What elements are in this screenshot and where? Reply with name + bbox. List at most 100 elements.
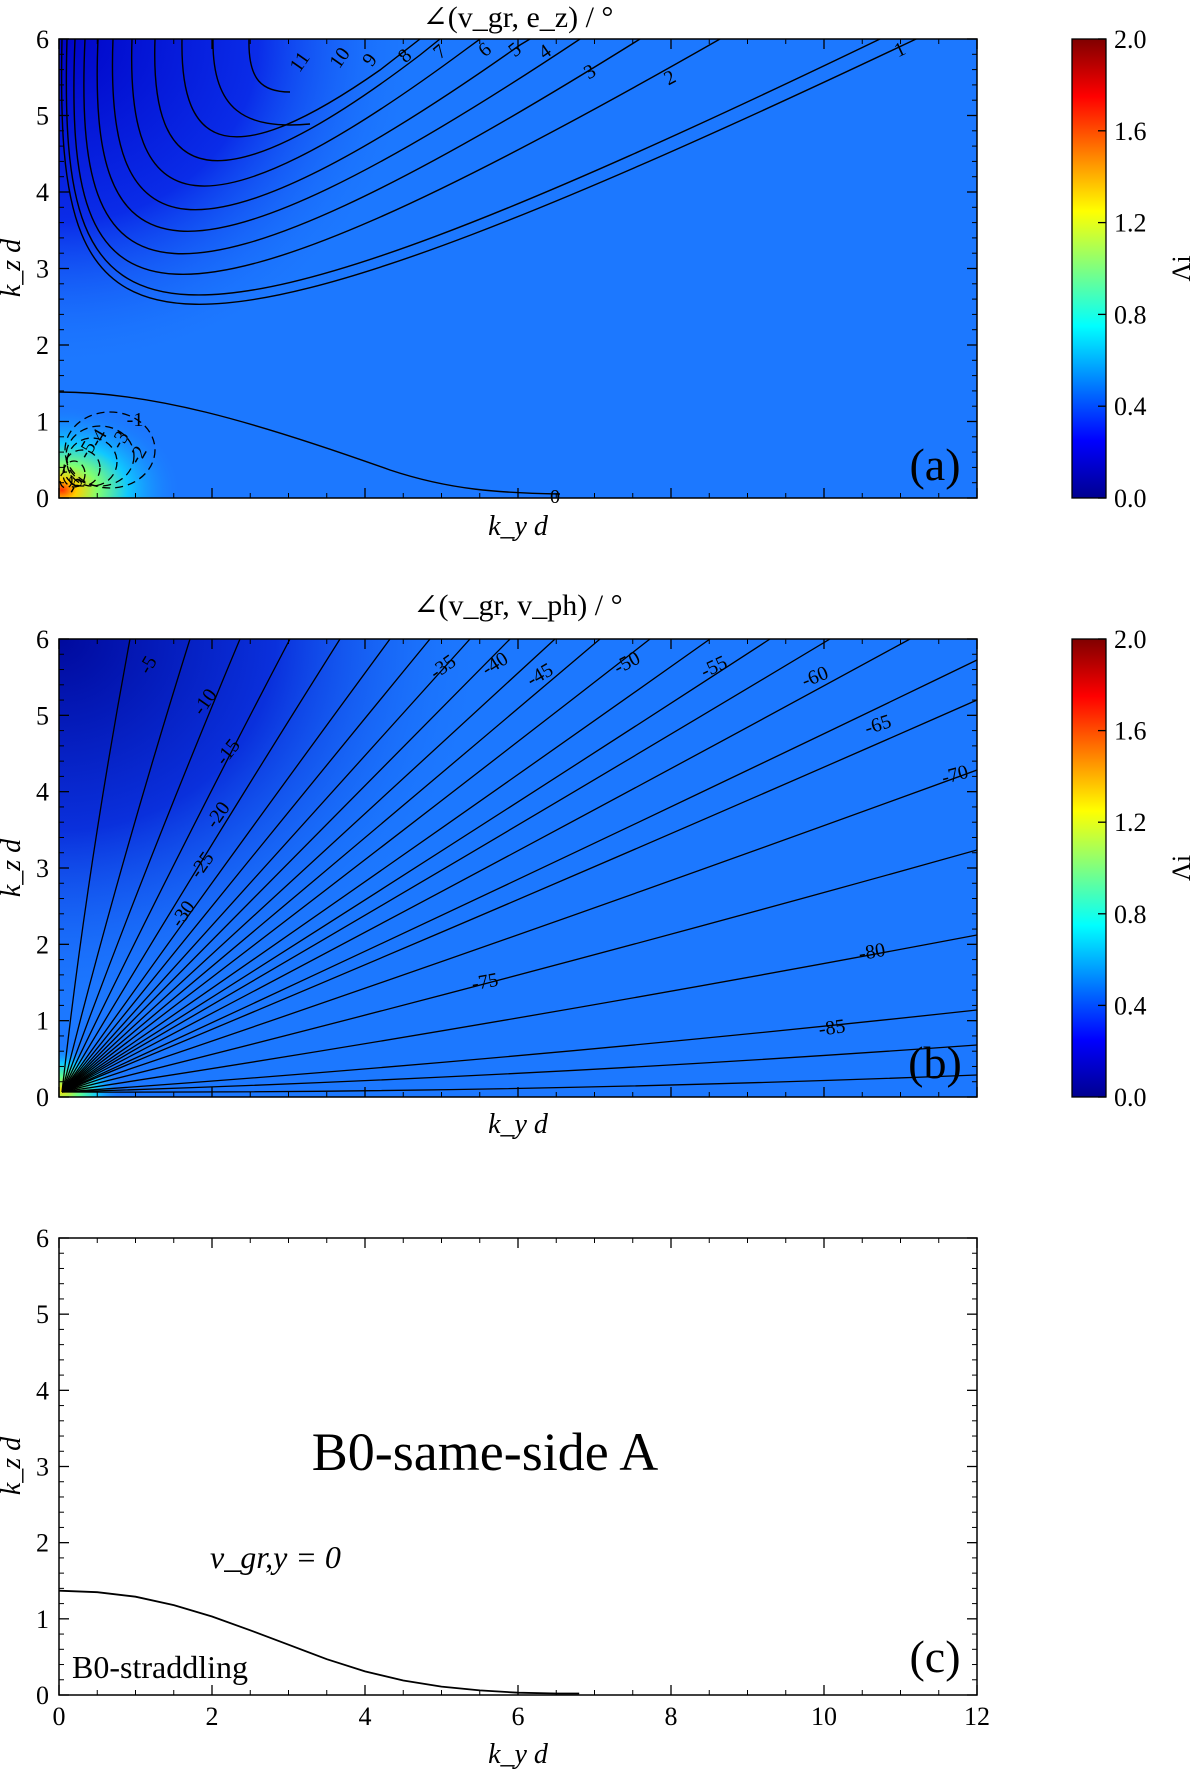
contour-neg-3: [66, 437, 118, 487]
contour-line: [61, 849, 977, 1093]
y-tick-label: 5: [36, 1300, 49, 1329]
colorbar-label: Λi: [1167, 255, 1196, 281]
y-tick-label: 1: [36, 408, 49, 437]
contour-line: [61, 1074, 977, 1093]
panel-c-series-line: [58, 1589, 580, 1695]
colorbar-tick-label: 0.8: [1114, 900, 1147, 929]
panel-c-frame: [58, 1237, 978, 1696]
y-tick-label: 2: [36, 1529, 49, 1558]
x-tick-label: 12: [964, 1702, 990, 1731]
contour-line: [61, 639, 391, 1093]
contour-line: [61, 639, 241, 1093]
panel-c-xlabel: k_y d: [488, 1739, 549, 1770]
panel-b-heatmap-hot-spot: [59, 639, 977, 1097]
colorbar-label: Λi: [1167, 855, 1196, 881]
y-tick-label: 6: [36, 1224, 49, 1253]
contour-line: [61, 639, 651, 1093]
contour-9: [181, 39, 421, 138]
y-tick-label: 4: [36, 778, 49, 807]
panel-b-contours: [61, 639, 977, 1093]
contour-7: [130, 39, 481, 187]
colorbar-tick-label: 1.6: [1114, 717, 1147, 746]
panel-a-axes: 0 1 2 3 4 5 6: [36, 25, 978, 513]
contour-line: [61, 639, 431, 1093]
contour-line: [61, 639, 911, 1093]
contour-line: [61, 639, 131, 1093]
contour-6: [111, 39, 531, 211]
y-tick-label: 0: [36, 1083, 49, 1112]
contour-line: [61, 934, 977, 1093]
y-tick-label: 0: [36, 1681, 49, 1710]
panel-c-ylabel: k_z d: [0, 1436, 27, 1495]
x-tick-label: 10: [811, 1702, 837, 1731]
contour-11: [248, 39, 291, 93]
series-label-vgr-y: v_gr,y = 0: [210, 1539, 341, 1575]
contour-8: [154, 39, 441, 162]
contour-4: [83, 39, 641, 255]
contour-1: [60, 39, 918, 305]
colorbar-tick-label: 2.0: [1114, 25, 1147, 54]
y-tick-label: 3: [36, 854, 49, 883]
region-label-same-side: B0-same-side A: [312, 1422, 658, 1482]
contour-line: [61, 639, 711, 1093]
colorbar-tick-label: 0.4: [1114, 392, 1147, 421]
y-tick-label: 3: [36, 1453, 49, 1482]
contour-neg-6: [59, 471, 73, 489]
panel-b-label: (b): [908, 1037, 962, 1088]
contour-line: [61, 639, 471, 1093]
x-tick-label: 2: [206, 1702, 219, 1731]
panel-a-dashed-contours: [59, 411, 156, 489]
contour-label: -75: [470, 969, 500, 995]
contour-line: [61, 639, 556, 1093]
contour-5: [96, 39, 581, 232]
colorbar-tick-label: 2.0: [1114, 625, 1147, 654]
panel-a-title: ∠(v_gr, e_z) / °: [423, 1, 614, 34]
colorbar-tick-label: 0.0: [1114, 484, 1147, 513]
contour-label: -80: [857, 939, 887, 965]
x-tick-label: 8: [665, 1702, 678, 1731]
contour-3: [73, 39, 721, 276]
contour-neg-5: [62, 460, 86, 488]
contour-line: [61, 639, 341, 1093]
y-tick-label: 2: [36, 930, 49, 959]
colorbar-tick-label: 0.8: [1114, 300, 1147, 329]
y-tick-label: 5: [36, 102, 49, 131]
contour-line: [61, 639, 191, 1093]
contour-0: [59, 391, 561, 495]
panel-b-colorbar: 0.0 0.4 0.8 1.2 1.6 2.0 Λi: [1071, 625, 1196, 1112]
y-tick-label: 4: [36, 178, 49, 207]
contour-line: [61, 769, 977, 1093]
contour-line: [61, 639, 511, 1093]
contour-10: [212, 39, 311, 126]
colorbar-tick-label: 1.2: [1114, 209, 1147, 238]
panel-b: -5-10-15-20-25-30-35 -40 -45 -50 -55 -60-65-7…: [0, 589, 1196, 1140]
panel-a-label: (a): [909, 439, 960, 490]
colorbar-tick-label: 1.2: [1114, 808, 1147, 837]
colorbar-tick-label: 0.4: [1114, 991, 1147, 1020]
panel-c-label: (c): [909, 1631, 960, 1682]
panel-a-heatmap-hot-spot: [59, 39, 977, 498]
colorbar-tick-label: 0.0: [1114, 1083, 1147, 1112]
x-tick-label: 6: [512, 1702, 525, 1731]
contour-neg-1: [64, 411, 156, 489]
y-tick-label: 6: [36, 25, 49, 54]
colorbar-gradient: [1071, 638, 1107, 1098]
contour-line: [61, 639, 601, 1093]
y-tick-label: 1: [36, 1007, 49, 1036]
x-tick-label: 0: [53, 1702, 66, 1731]
contour-label: 0: [550, 486, 560, 508]
contour-line: [61, 699, 977, 1093]
y-tick-label: 3: [36, 255, 49, 284]
colorbar-gradient: [1071, 38, 1107, 499]
panel-a-ylabel: k_z d: [0, 238, 27, 297]
panel-a-colorbar: 0.0 0.4 0.8 1.2 1.6 2.0 Λi: [1071, 25, 1196, 513]
panel-a-xlabel: k_y d: [488, 511, 549, 542]
x-tick-label: 4: [359, 1702, 372, 1731]
panel-b-title: ∠(v_gr, v_ph) / °: [413, 589, 622, 622]
y-tick-label: 2: [36, 331, 49, 360]
contour-2: [65, 39, 881, 296]
panel-a-contours: [59, 39, 918, 495]
